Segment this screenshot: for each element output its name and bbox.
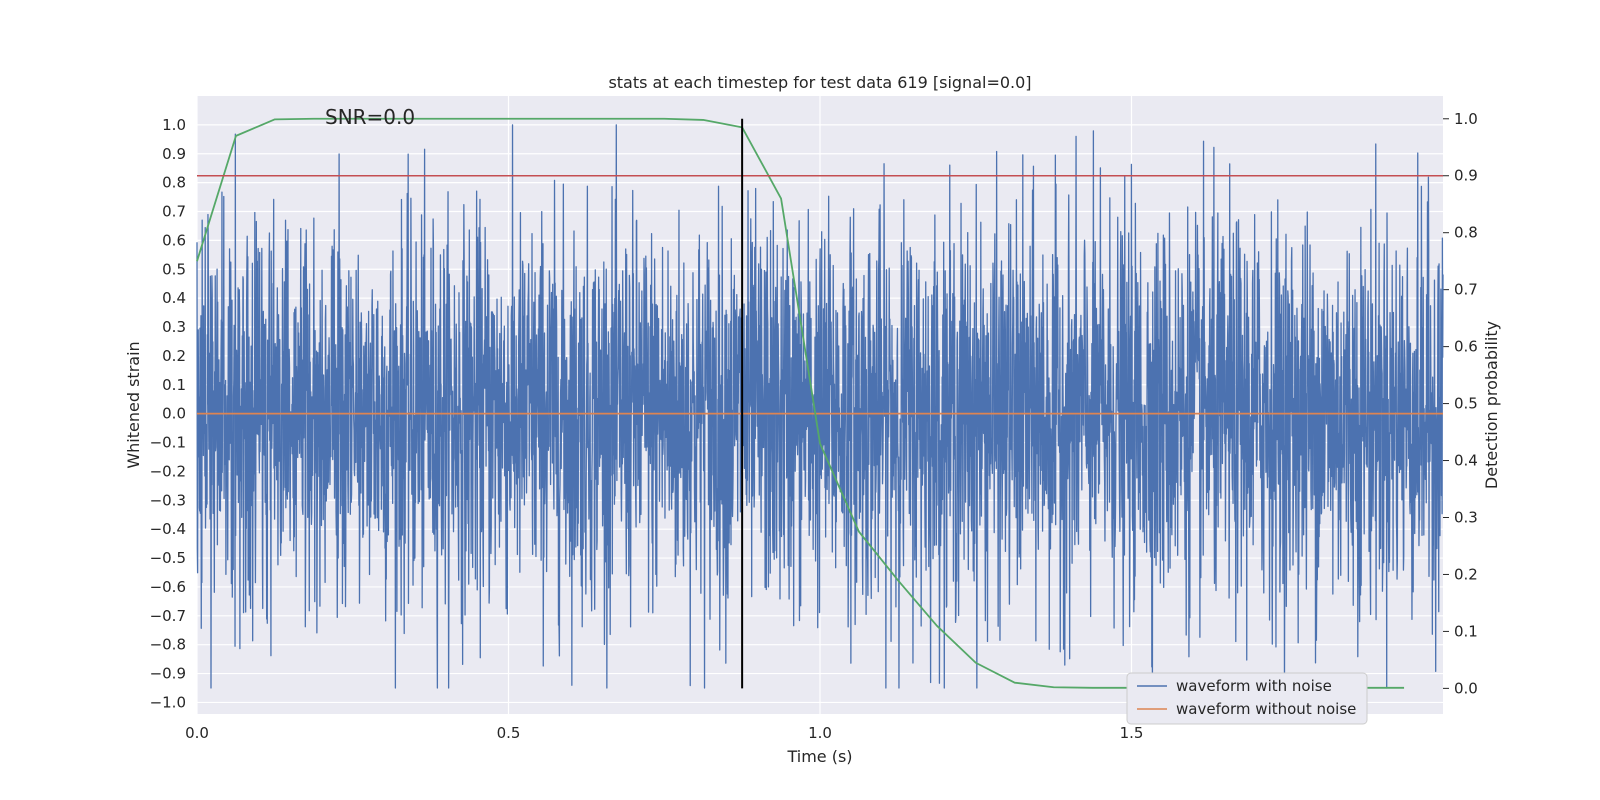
left-y-tick-label: −0.1 — [150, 434, 186, 452]
left-y-tick-label: 0.9 — [162, 145, 186, 163]
left-y-tick-label: −0.3 — [150, 491, 186, 509]
left-y-tick-label: 0.2 — [162, 347, 186, 365]
left-y-tick-label: −0.7 — [150, 607, 186, 625]
right-y-tick-label: 1.0 — [1454, 110, 1478, 128]
right-y-tick-label: 0.9 — [1454, 167, 1478, 185]
right-y-tick-label: 0.6 — [1454, 338, 1478, 356]
legend-label-waveform-without-noise: waveform without noise — [1176, 700, 1356, 718]
snr-annotation: SNR=0.0 — [325, 105, 415, 129]
left-y-tick-label: −0.2 — [150, 462, 186, 480]
left-y-tick-label: −1.0 — [150, 693, 186, 711]
x-tick-label: 1.5 — [1120, 724, 1144, 742]
right-y-tick-label: 0.0 — [1454, 679, 1478, 697]
left-y-tick-label: −0.5 — [150, 549, 186, 567]
right-y-tick-label: 0.3 — [1454, 508, 1478, 526]
left-y-tick-label: −0.6 — [150, 578, 186, 596]
left-y-axis-label: Whitened strain — [124, 341, 143, 468]
left-y-tick-label: −0.4 — [150, 520, 186, 538]
right-y-tick-label: 0.7 — [1454, 281, 1478, 299]
x-axis-label: Time (s) — [786, 747, 852, 766]
right-y-axis-label: Detection probability — [1482, 321, 1501, 489]
left-y-tick-label: 0.8 — [162, 174, 186, 192]
legend-label-waveform-with-noise: waveform with noise — [1176, 677, 1332, 695]
left-y-tick-label: 0.5 — [162, 260, 186, 278]
left-y-tick-label: 0.4 — [162, 289, 186, 307]
right-y-tick-label: 0.1 — [1454, 622, 1478, 640]
x-tick-label: 1.0 — [808, 724, 832, 742]
left-y-tick-label: 1.0 — [162, 116, 186, 134]
left-y-tick-label: −0.9 — [150, 665, 186, 683]
right-y-tick-label: 0.4 — [1454, 452, 1478, 470]
chart-title: stats at each timestep for test data 619… — [608, 73, 1031, 92]
x-axis-ticks: 0.0 0.5 1.0 1.5 — [185, 724, 1143, 742]
left-y-tick-label: 0.0 — [162, 405, 186, 423]
right-y-tick-label: 0.2 — [1454, 565, 1478, 583]
x-tick-label: 0.0 — [185, 724, 209, 742]
left-y-tick-label: 0.3 — [162, 318, 186, 336]
right-y-tick-label: 0.8 — [1454, 224, 1478, 242]
left-y-tick-label: 0.6 — [162, 231, 186, 249]
left-y-axis-ticks: −1.0 −0.9 −0.8 −0.7 −0.6 −0.5 −0.4 −0.3 −0.2 −0.1… — [150, 116, 186, 712]
series-line-waveform-with-noise — [196, 124, 1444, 689]
left-y-tick-label: −0.8 — [150, 636, 186, 654]
left-y-tick-label: 0.7 — [162, 203, 186, 221]
right-y-axis-ticks: 0.0 0.1 0.2 0.3 0.4 0.5 0.6 0.7 0.8 0.9 1.0 — [1443, 110, 1478, 697]
x-tick-label: 0.5 — [497, 724, 521, 742]
legend: waveform with noise waveform without noi… — [1126, 672, 1368, 725]
legend-box — [1126, 672, 1368, 725]
right-y-tick-label: 0.5 — [1454, 395, 1478, 413]
left-y-tick-label: 0.1 — [162, 376, 186, 394]
